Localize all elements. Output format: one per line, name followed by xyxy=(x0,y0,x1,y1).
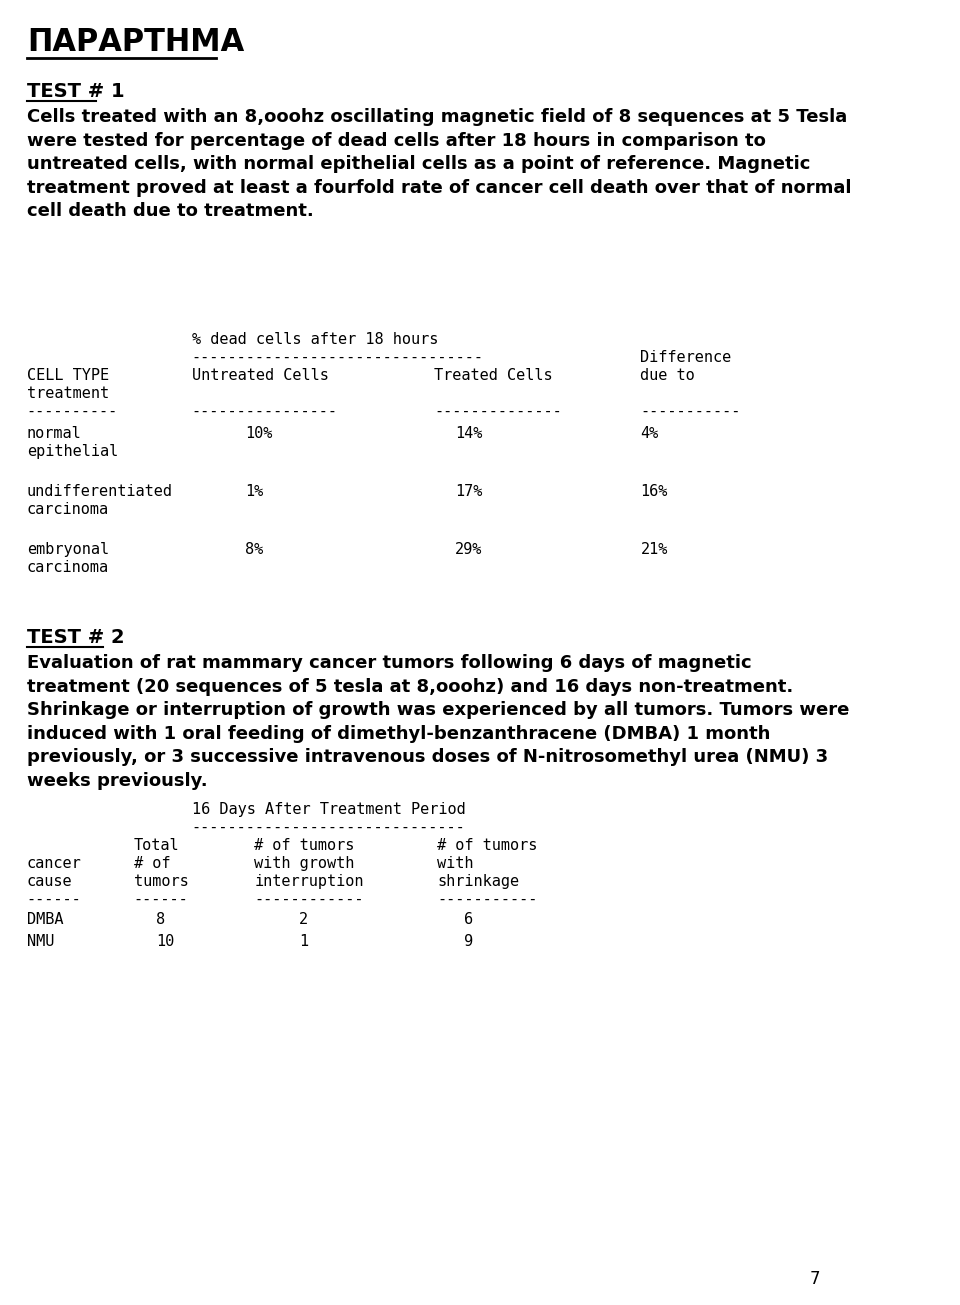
Text: 10: 10 xyxy=(156,934,175,949)
Text: 1%: 1% xyxy=(245,484,264,499)
Text: Total: Total xyxy=(133,838,180,853)
Text: 6: 6 xyxy=(464,912,473,927)
Text: 16 Days After Treatment Period: 16 Days After Treatment Period xyxy=(192,803,466,817)
Text: carcinoma: carcinoma xyxy=(27,502,108,517)
Text: epithelial: epithelial xyxy=(27,444,118,459)
Text: cause: cause xyxy=(27,874,72,889)
Text: ------------------------------: ------------------------------ xyxy=(192,820,466,835)
Text: 14%: 14% xyxy=(455,425,482,441)
Text: interruption: interruption xyxy=(254,874,364,889)
Text: 7: 7 xyxy=(810,1270,821,1288)
Text: treatment: treatment xyxy=(27,386,108,401)
Text: 4%: 4% xyxy=(640,425,659,441)
Text: due to: due to xyxy=(640,368,695,382)
Text: with: with xyxy=(437,856,473,870)
Text: ------------: ------------ xyxy=(254,893,364,907)
Text: tumors: tumors xyxy=(133,874,188,889)
Text: Difference: Difference xyxy=(640,350,732,365)
Text: 17%: 17% xyxy=(455,484,482,499)
Text: undifferentiated: undifferentiated xyxy=(27,484,173,499)
Text: ----------------: ---------------- xyxy=(192,405,338,419)
Text: carcinoma: carcinoma xyxy=(27,560,108,576)
Text: cancer: cancer xyxy=(27,856,82,870)
Text: 16%: 16% xyxy=(640,484,668,499)
Text: Treated Cells: Treated Cells xyxy=(434,368,553,382)
Text: 29%: 29% xyxy=(455,542,482,557)
Text: 1: 1 xyxy=(299,934,308,949)
Text: ----------: ---------- xyxy=(27,405,118,419)
Text: 8: 8 xyxy=(156,912,165,927)
Text: 9: 9 xyxy=(464,934,473,949)
Text: 8%: 8% xyxy=(245,542,264,557)
Text: TEST # 2: TEST # 2 xyxy=(27,628,125,647)
Text: # of tumors: # of tumors xyxy=(437,838,538,853)
Text: Untreated Cells: Untreated Cells xyxy=(192,368,328,382)
Text: 10%: 10% xyxy=(245,425,273,441)
Text: TEST # 1: TEST # 1 xyxy=(27,82,125,100)
Text: normal: normal xyxy=(27,425,82,441)
Text: Cells treated with an 8,ooohz oscillating magnetic field of 8 sequences at 5 Tes: Cells treated with an 8,ooohz oscillatin… xyxy=(27,108,852,221)
Text: CELL TYPE: CELL TYPE xyxy=(27,368,108,382)
Text: % dead cells after 18 hours: % dead cells after 18 hours xyxy=(192,331,438,347)
Text: embryonal: embryonal xyxy=(27,542,108,557)
Text: shrinkage: shrinkage xyxy=(437,874,519,889)
Text: 2: 2 xyxy=(299,912,308,927)
Text: Evaluation of rat mammary cancer tumors following 6 days of magnetic
treatment (: Evaluation of rat mammary cancer tumors … xyxy=(27,654,850,790)
Text: -----------: ----------- xyxy=(640,405,741,419)
Text: with growth: with growth xyxy=(254,856,354,870)
Text: ΠΑΡΑΡΤΗΜΑ: ΠΑΡΑΡΤΗΜΑ xyxy=(27,27,244,57)
Text: # of: # of xyxy=(133,856,170,870)
Text: --------------: -------------- xyxy=(434,405,563,419)
Text: ------: ------ xyxy=(133,893,188,907)
Text: 21%: 21% xyxy=(640,542,668,557)
Text: -----------: ----------- xyxy=(437,893,538,907)
Text: # of tumors: # of tumors xyxy=(254,838,354,853)
Text: --------------------------------: -------------------------------- xyxy=(192,350,484,365)
Text: DMBA: DMBA xyxy=(27,912,63,927)
Text: ------: ------ xyxy=(27,893,82,907)
Text: NMU: NMU xyxy=(27,934,54,949)
